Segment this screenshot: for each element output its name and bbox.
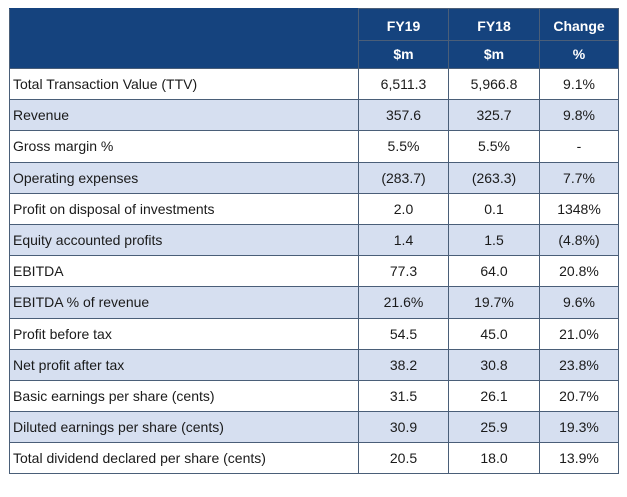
table-row: Total Transaction Value (TTV) 6,511.3 5,… (9, 67, 619, 101)
change-value: 19.3% (539, 411, 619, 444)
row-label: Gross margin % (9, 130, 359, 163)
fy19-value: 31.5 (358, 379, 449, 413)
header-fy18: FY18 (448, 8, 540, 41)
table-row: EBITDA 77.3 64.0 20.8% (9, 255, 619, 288)
table-row: Operating expenses (283.7) (263.3) 7.7% (9, 161, 619, 194)
table-row: Profit before tax 54.5 45.0 21.0% (9, 317, 619, 350)
header-change: Change (539, 8, 619, 41)
fy19-value: (283.7) (358, 161, 449, 194)
table-row: Diluted earnings per share (cents) 30.9 … (9, 411, 619, 444)
table-row: Net profit after tax 38.2 30.8 23.8% (9, 348, 619, 381)
change-value: 1348% (539, 192, 619, 225)
financial-summary-table: FY19 FY18 Change $m $m % Total Transacti… (9, 8, 619, 475)
row-label: Profit on disposal of investments (9, 192, 359, 225)
fy19-value: 54.5 (358, 317, 449, 350)
row-label: Diluted earnings per share (cents) (9, 411, 359, 444)
fy18-value: 64.0 (448, 255, 540, 288)
fy19-value: 77.3 (358, 255, 449, 288)
change-value: 9.6% (539, 286, 619, 319)
table-body: Total Transaction Value (TTV) 6,511.3 5,… (9, 67, 619, 475)
header-row-units: $m $m % (10, 40, 619, 69)
row-label: Basic earnings per share (cents) (9, 379, 359, 413)
change-value: 20.7% (539, 379, 619, 413)
header-fy19-unit: $m (358, 40, 449, 69)
header-row-titles: FY19 FY18 Change (9, 8, 619, 69)
change-value: 9.8% (539, 99, 619, 132)
fy19-value: 6,511.3 (358, 67, 449, 101)
header-blank-cell (9, 8, 359, 69)
change-value: 9.1% (539, 67, 619, 101)
row-label: Revenue (9, 99, 359, 132)
table-row: Equity accounted profits 1.4 1.5 (4.8%) (9, 223, 619, 257)
row-label: Total dividend declared per share (cents… (9, 442, 359, 475)
table-row: EBITDA % of revenue 21.6% 19.7% 9.6% (9, 286, 619, 319)
row-label: Operating expenses (9, 161, 359, 194)
fy19-value: 38.2 (358, 348, 449, 381)
fy18-value: 18.0 (448, 442, 540, 475)
fy19-value: 20.5 (358, 442, 449, 475)
fy19-value: 21.6% (358, 286, 449, 319)
financial-summary-table-container: FY19 FY18 Change $m $m % Total Transacti… (9, 8, 619, 475)
fy19-value: 30.9 (358, 411, 449, 444)
fy18-value: 45.0 (448, 317, 540, 350)
change-value: (4.8%) (539, 223, 619, 257)
table-header: FY19 FY18 Change $m $m % (9, 8, 619, 69)
header-fy18-unit: $m (448, 40, 540, 69)
change-value: - (539, 130, 619, 163)
change-value: 7.7% (539, 161, 619, 194)
change-value: 23.8% (539, 348, 619, 381)
fy18-value: 30.8 (448, 348, 540, 381)
row-label: EBITDA (9, 255, 359, 288)
fy18-value: 25.9 (448, 411, 540, 444)
table-row: Profit on disposal of investments 2.0 0.… (9, 192, 619, 225)
change-value: 20.8% (539, 255, 619, 288)
fy18-value: 19.7% (448, 286, 540, 319)
table-row: Total dividend declared per share (cents… (9, 442, 619, 475)
row-label: Net profit after tax (9, 348, 359, 381)
table-row: Revenue 357.6 325.7 9.8% (9, 99, 619, 132)
fy18-value: 26.1 (448, 379, 540, 413)
fy19-value: 357.6 (358, 99, 449, 132)
change-value: 13.9% (539, 442, 619, 475)
fy18-value: 5.5% (448, 130, 540, 163)
header-change-unit: % (539, 40, 619, 69)
row-label: Profit before tax (9, 317, 359, 350)
row-label: EBITDA % of revenue (9, 286, 359, 319)
row-label: Equity accounted profits (9, 223, 359, 257)
change-value: 21.0% (539, 317, 619, 350)
fy18-value: 5,966.8 (448, 67, 540, 101)
fy19-value: 2.0 (358, 192, 449, 225)
fy19-value: 1.4 (358, 223, 449, 257)
fy19-value: 5.5% (358, 130, 449, 163)
row-label: Total Transaction Value (TTV) (9, 67, 359, 101)
fy18-value: 0.1 (448, 192, 540, 225)
fy18-value: 325.7 (448, 99, 540, 132)
table-row: Basic earnings per share (cents) 31.5 26… (9, 379, 619, 413)
header-fy19: FY19 (358, 8, 449, 41)
table-row: Gross margin % 5.5% 5.5% - (9, 130, 619, 163)
fy18-value: 1.5 (448, 223, 540, 257)
fy18-value: (263.3) (448, 161, 540, 194)
